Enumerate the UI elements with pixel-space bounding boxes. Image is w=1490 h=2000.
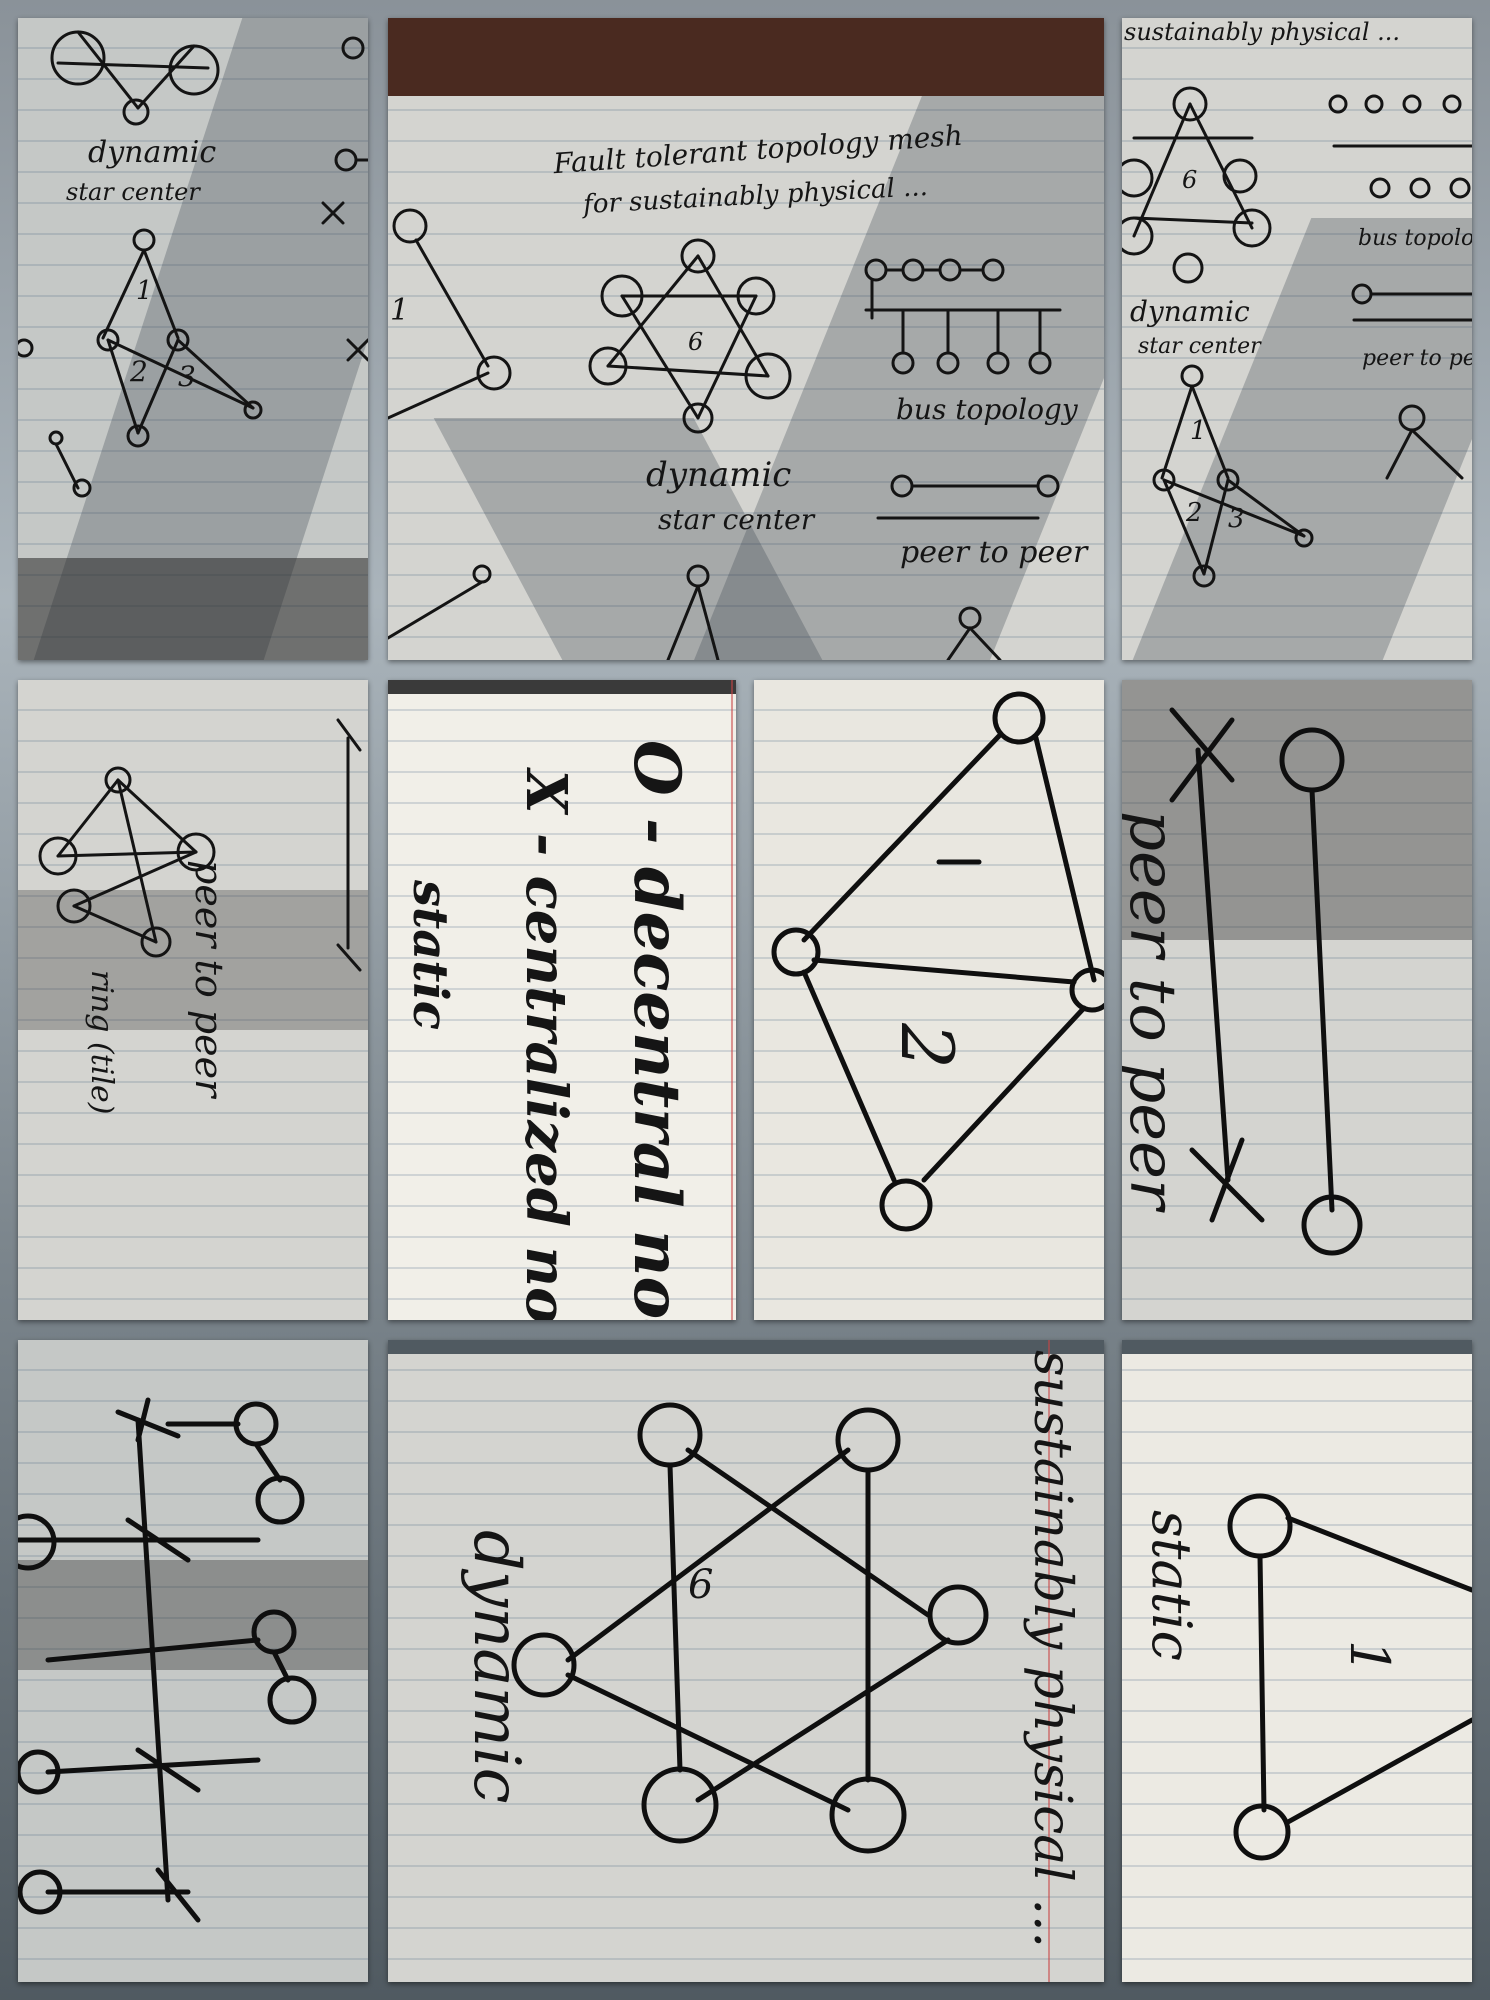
label-star-center: star center — [66, 178, 200, 206]
topology-sketches-main — [388, 208, 1062, 660]
label-six-right: 6 — [1182, 166, 1198, 194]
label-one-right: 1 — [1190, 416, 1207, 446]
static-sketch — [1227, 1493, 1472, 1861]
legend-centralized: X - centralized node — [513, 770, 579, 1320]
label-ring-tile: ring (tile) — [84, 970, 119, 1115]
ring-sketch — [38, 718, 362, 972]
label-dynamic-star: dynamic — [459, 1530, 533, 1804]
label-dynamic-main: dynamic — [646, 455, 792, 495]
label-heading-rotated: sustainably physical ... — [1022, 1350, 1082, 1949]
label-peer-to-peer-rotated: peer to peer — [187, 860, 231, 1098]
label-one-static: 1 — [1338, 1639, 1402, 1675]
label-star-center-right: star center — [1138, 334, 1261, 359]
topology-sketches — [18, 30, 368, 498]
label-peer-right: peer to peer — [1362, 346, 1472, 371]
photo-tile-legend: O - decentral node X - centralized node … — [388, 680, 736, 1320]
legend-decentral: O - decentral node — [619, 740, 694, 1320]
label-peer-to-peer-large: peer to peer — [1122, 810, 1189, 1210]
label-peer-to-peer: peer to peer — [900, 535, 1088, 570]
photo-tile-notes-left: dynamic star center 1 2 3 — [18, 18, 368, 660]
photo-tile-static: static 1 — [1122, 1340, 1472, 1982]
label-one: 1 — [136, 276, 153, 306]
photo-tile-diamond: 2 — [754, 680, 1104, 1320]
label-static: static — [1140, 1510, 1203, 1661]
label-three-right: 3 — [1228, 504, 1245, 534]
photo-tile-star: 6 dynamic sustainably physical ... — [388, 1340, 1104, 1982]
diamond-sketch — [771, 691, 1104, 1232]
photo-tile-notes-right: sustainably physical ... 6 dynamic star … — [1122, 18, 1472, 660]
label-dynamic: dynamic — [88, 135, 217, 170]
label-bus-topology: bus topology — [896, 393, 1078, 426]
star-sketch — [511, 1402, 989, 1854]
label-two-right: 2 — [1186, 498, 1203, 528]
label-dynamic-right: dynamic — [1130, 295, 1250, 328]
label-six-star: 6 — [688, 1562, 714, 1608]
label-star-center-main: star center — [658, 503, 815, 536]
photo-tile-bus — [18, 1340, 368, 1982]
label-two-diamond: 2 — [884, 1023, 969, 1069]
photo-tile-peer: peer to peer — [1122, 680, 1472, 1320]
bus-sketch — [18, 1397, 317, 1923]
photo-tile-ring: peer to peer ring (tile) — [18, 680, 368, 1320]
topology-sketches-right — [1122, 86, 1472, 588]
label-two: 2 — [130, 355, 148, 388]
heading-crop: sustainably physical ... — [1124, 18, 1401, 46]
photo-tile-notes-main: Fault tolerant topology mesh for sustain… — [388, 18, 1104, 660]
label-six: 6 — [688, 328, 704, 356]
peer-sketch — [1169, 707, 1363, 1256]
label-one-main: 1 — [390, 293, 410, 328]
label-bus-right: bus topology — [1358, 226, 1472, 251]
legend-static: static — [402, 880, 458, 1030]
label-three: 3 — [178, 360, 196, 393]
